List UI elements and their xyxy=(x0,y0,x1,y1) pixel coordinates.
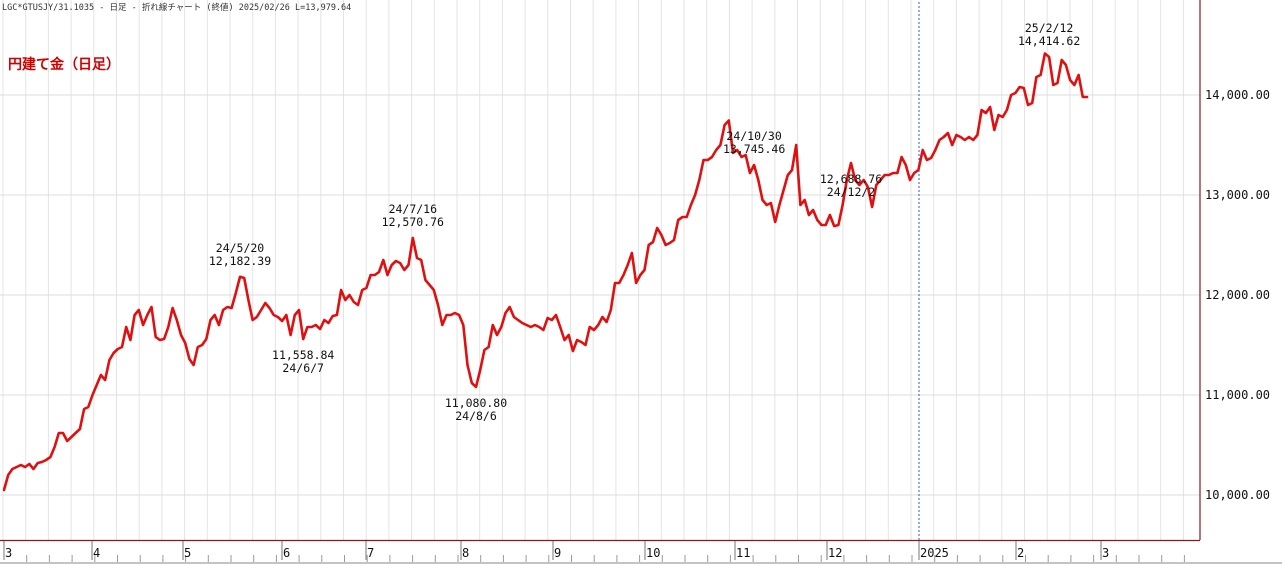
annotation-label: 11,080.80 xyxy=(445,396,507,410)
x-tick-label: 10 xyxy=(646,546,660,560)
x-tick-label: 4 xyxy=(93,546,100,560)
y-tick-label: 13,000.00 xyxy=(1205,188,1270,202)
annotation-label: 24/5/20 xyxy=(216,241,265,255)
x-tick-label: 3 xyxy=(1102,546,1109,560)
annotation-label: 25/2/12 xyxy=(1025,21,1073,35)
x-axis-ticks xyxy=(3,541,1185,562)
x-tick-label: 9 xyxy=(554,546,561,560)
x-tick-label: 3 xyxy=(5,546,12,560)
x-tick-label: 8 xyxy=(462,546,469,560)
annotation-label: 12,570.76 xyxy=(382,215,444,229)
annotation-label: 24/10/30 xyxy=(726,129,781,143)
x-tick-label: 7 xyxy=(367,546,374,560)
annotation-label: 14,414.62 xyxy=(1018,34,1080,48)
vertical-gridlines xyxy=(2,0,1184,540)
chart-header-text: LGC*GTUSJY/31.1035 - 日足 - 折れ線チャート (終値) 2… xyxy=(2,2,351,13)
x-tick-label: 2 xyxy=(1017,546,1024,560)
x-tick-label: 12 xyxy=(828,546,842,560)
y-tick-label: 10,000.00 xyxy=(1205,488,1270,502)
annotation-label: 24/7/16 xyxy=(389,202,438,216)
y-tick-label: 12,000.00 xyxy=(1205,288,1270,302)
x-tick-label: 6 xyxy=(283,546,290,560)
annotation-label: 24/6/7 xyxy=(282,361,324,375)
y-axis-labels: 10,000.00 11,000.00 12,000.00 13,000.00 14,0… xyxy=(1205,88,1270,502)
price-line xyxy=(2,52,1089,492)
annotation-label: 24/12/2 xyxy=(827,185,875,199)
annotation-label: 24/8/6 xyxy=(455,409,497,423)
x-axis-labels: 3 4 5 6 7 8 9 10 11 12 2025 2 3 xyxy=(5,546,1109,560)
annotation-label: 13,745.46 xyxy=(723,142,785,156)
x-tick-label: 11 xyxy=(736,546,750,560)
plot-area xyxy=(0,0,1200,540)
annotation-label: 12,182.39 xyxy=(209,254,271,268)
price-annotations: 24/5/2012,182.3911,558.8424/6/724/7/1612… xyxy=(209,21,1080,423)
chart-title: 円建て金（日足） xyxy=(8,56,120,73)
annotation-label: 11,558.84 xyxy=(272,348,334,362)
annotation-label: 12,688.76 xyxy=(820,172,882,186)
horizontal-gridlines xyxy=(0,94,1200,496)
y-tick-label: 11,000.00 xyxy=(1205,388,1270,402)
x-tick-label: 2025 xyxy=(920,546,949,560)
x-tick-label: 5 xyxy=(184,546,191,560)
y-tick-label: 14,000.00 xyxy=(1205,88,1270,102)
